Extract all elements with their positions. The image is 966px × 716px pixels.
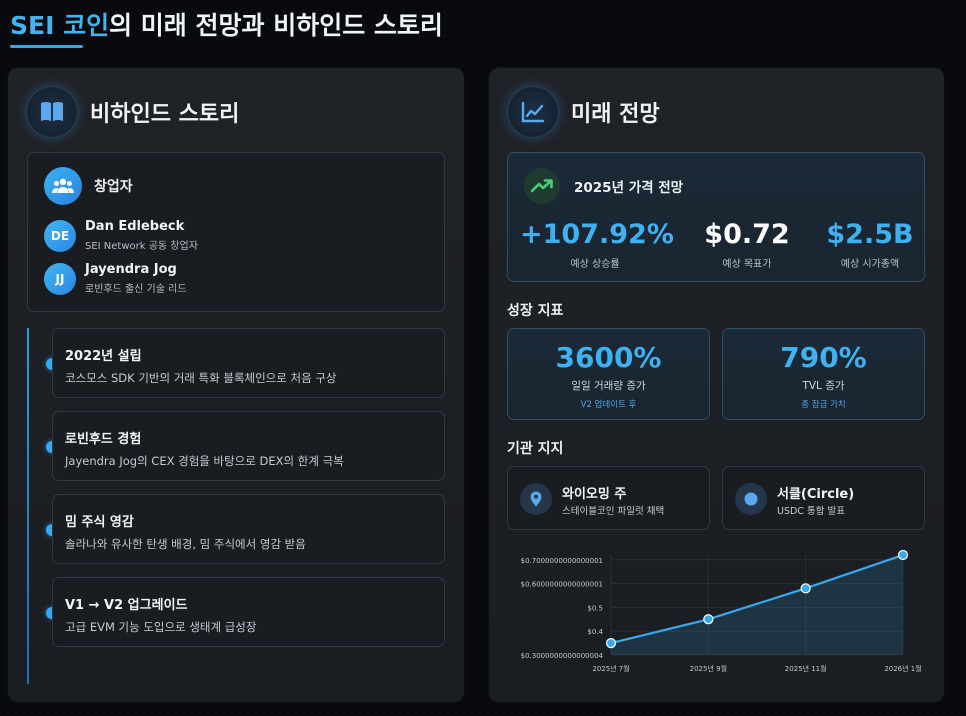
institution-desc: 스테이블코인 파일럿 채택 xyxy=(562,506,665,517)
y-tick-label: $0.5 xyxy=(587,604,603,612)
line-chart-icon xyxy=(507,86,559,138)
timeline-line xyxy=(27,328,29,684)
timeline-title: 2022년 설립 xyxy=(65,349,142,364)
timeline-item: V1 → V2 업그레이드 고급 EVM 기능 도입으로 생태계 급성장 xyxy=(52,577,445,647)
price-forecast-title: 2025년 가격 전망 xyxy=(574,180,684,196)
timeline-item: 밈 주식 영감 솔라나와 유사한 탄생 배경, 밈 주식에서 영감 받음 xyxy=(52,494,445,564)
timeline-title: V1 → V2 업그레이드 xyxy=(65,598,188,613)
stat-label: 일일 거래량 증가 xyxy=(571,380,646,392)
metric-growth-rate: +107.92% 예상 상승률 xyxy=(520,219,674,270)
x-tick-label: 2026년 1월 xyxy=(884,664,921,673)
timeline-desc: 코스모스 SDK 기반의 거래 특화 블록체인으로 처음 구상 xyxy=(65,371,337,385)
metric-value: $2.5B xyxy=(826,219,914,250)
x-tick-label: 2025년 11월 xyxy=(785,664,827,673)
y-tick-label: $0.6000000000000001 xyxy=(521,581,603,589)
y-tick-label: $0.4 xyxy=(587,628,603,636)
founder-item: DE Dan Edlebeck SEI Network 공동 창업자 xyxy=(44,219,198,252)
price-forecast-header: 2025년 가격 전망 xyxy=(524,168,683,204)
stat-value: 3600% xyxy=(555,341,662,374)
stat-value: 790% xyxy=(780,341,867,374)
timeline-title: 밈 주식 영감 xyxy=(65,515,134,530)
price-chart-svg: $0.3000000000000004 $0.4 $0.5 $0.6000000000… xyxy=(521,549,922,673)
data-point xyxy=(703,614,714,625)
founder-name: Jayendra Jog xyxy=(85,262,177,277)
x-tick-label: 2025년 7월 xyxy=(592,664,629,673)
circle-dot-icon xyxy=(735,483,767,515)
founder-name: Dan Edlebeck xyxy=(85,219,185,234)
timeline-desc: Jayendra Jog의 CEX 경험을 바탕으로 DEX의 한계 극복 xyxy=(65,454,344,468)
page-title-highlight: SEI 코인 xyxy=(10,11,110,40)
data-point xyxy=(897,549,909,561)
book-icon xyxy=(26,86,78,138)
founder-role: SEI Network 공동 창업자 xyxy=(85,241,198,252)
timeline-item: 2022년 설립 코스모스 SDK 기반의 거래 특화 블록체인으로 처음 구상 xyxy=(52,328,445,398)
institution-card: 서클(Circle) USDC 통합 발표 xyxy=(722,466,925,530)
page-title-rest: 의 미래 전망과 비하인드 스토리 xyxy=(109,11,443,40)
users-icon xyxy=(44,167,82,205)
metric-label: 예상 목표가 xyxy=(722,259,772,270)
location-pin-icon xyxy=(520,483,552,515)
founders-header: 창업자 xyxy=(44,167,133,205)
timeline-item: 로빈후드 경험 Jayendra Jog의 CEX 경험을 바탕으로 DEX의 … xyxy=(52,411,445,481)
behind-story-title: 비하인드 스토리 xyxy=(90,102,240,127)
data-point xyxy=(800,583,811,594)
future-outlook-title: 미래 전망 xyxy=(571,102,660,127)
metric-label: 예상 상승률 xyxy=(570,259,620,270)
avatar: DE xyxy=(44,219,76,252)
institution-section-title: 기관 지지 xyxy=(507,441,564,457)
data-point xyxy=(605,637,617,649)
institution-card: 와이오밍 주 스테이블코인 파일럿 채택 xyxy=(507,466,710,530)
trending-up-icon xyxy=(524,168,560,204)
future-outlook-header: 미래 전망 xyxy=(507,86,660,138)
x-tick-label: 2025년 9월 xyxy=(690,664,727,673)
y-tick-label: $0.3000000000000004 xyxy=(521,652,604,660)
timeline-desc: 고급 EVM 기능 도입으로 생태계 급성장 xyxy=(65,620,257,634)
future-outlook-panel: 미래 전망 2025년 가격 전망 +107.92% 예상 상승률 $0.72 … xyxy=(489,68,944,702)
timeline-desc: 솔라나와 유사한 탄생 배경, 밈 주식에서 영감 받음 xyxy=(65,537,306,551)
metric-value: +107.92% xyxy=(520,219,674,250)
stat-sub: 총 잠금 가치 xyxy=(801,400,846,410)
growth-section-title: 성장 지표 xyxy=(507,303,564,319)
avatar: JJ xyxy=(44,262,76,295)
stat-label: TVL 증가 xyxy=(802,380,845,392)
title-underline xyxy=(10,45,83,48)
founder-role: 로빈후드 출신 기술 리드 xyxy=(85,284,187,295)
stat-card-volume: 3600% 일일 거래량 증가 V2 업데이트 후 xyxy=(507,328,710,420)
price-chart: $0.3000000000000004 $0.4 $0.5 $0.6000000000… xyxy=(489,543,944,693)
stat-card-tvl: 790% TVL 증가 총 잠금 가치 xyxy=(722,328,925,420)
metric-target-price: $0.72 예상 목표가 xyxy=(682,219,812,270)
metric-market-cap: $2.5B 예상 시가총액 xyxy=(818,219,922,270)
metric-value: $0.72 xyxy=(704,219,790,250)
metric-label: 예상 시가총액 xyxy=(840,259,900,270)
founders-title: 창업자 xyxy=(94,179,133,195)
institution-title: 서클(Circle) xyxy=(777,487,855,502)
price-forecast-card: 2025년 가격 전망 +107.92% 예상 상승률 $0.72 예상 목표가… xyxy=(507,152,925,282)
behind-story-panel: 비하인드 스토리 창업자 DE Dan Edlebeck SEI Network… xyxy=(8,68,464,702)
page-title: SEI 코인의 미래 전망과 비하인드 스토리 xyxy=(10,6,443,42)
timeline-title: 로빈후드 경험 xyxy=(65,432,142,447)
institution-title: 와이오밍 주 xyxy=(562,487,627,502)
stat-sub: V2 업데이트 후 xyxy=(580,400,637,410)
founders-card: 창업자 DE Dan Edlebeck SEI Network 공동 창업자 J… xyxy=(27,152,445,312)
institution-desc: USDC 통합 발표 xyxy=(777,506,845,517)
series-line xyxy=(610,553,904,645)
founder-item: JJ Jayendra Jog 로빈후드 출신 기술 리드 xyxy=(44,262,187,295)
y-tick-label: $0.7000000000000001 xyxy=(521,557,603,565)
behind-story-header: 비하인드 스토리 xyxy=(26,86,239,138)
